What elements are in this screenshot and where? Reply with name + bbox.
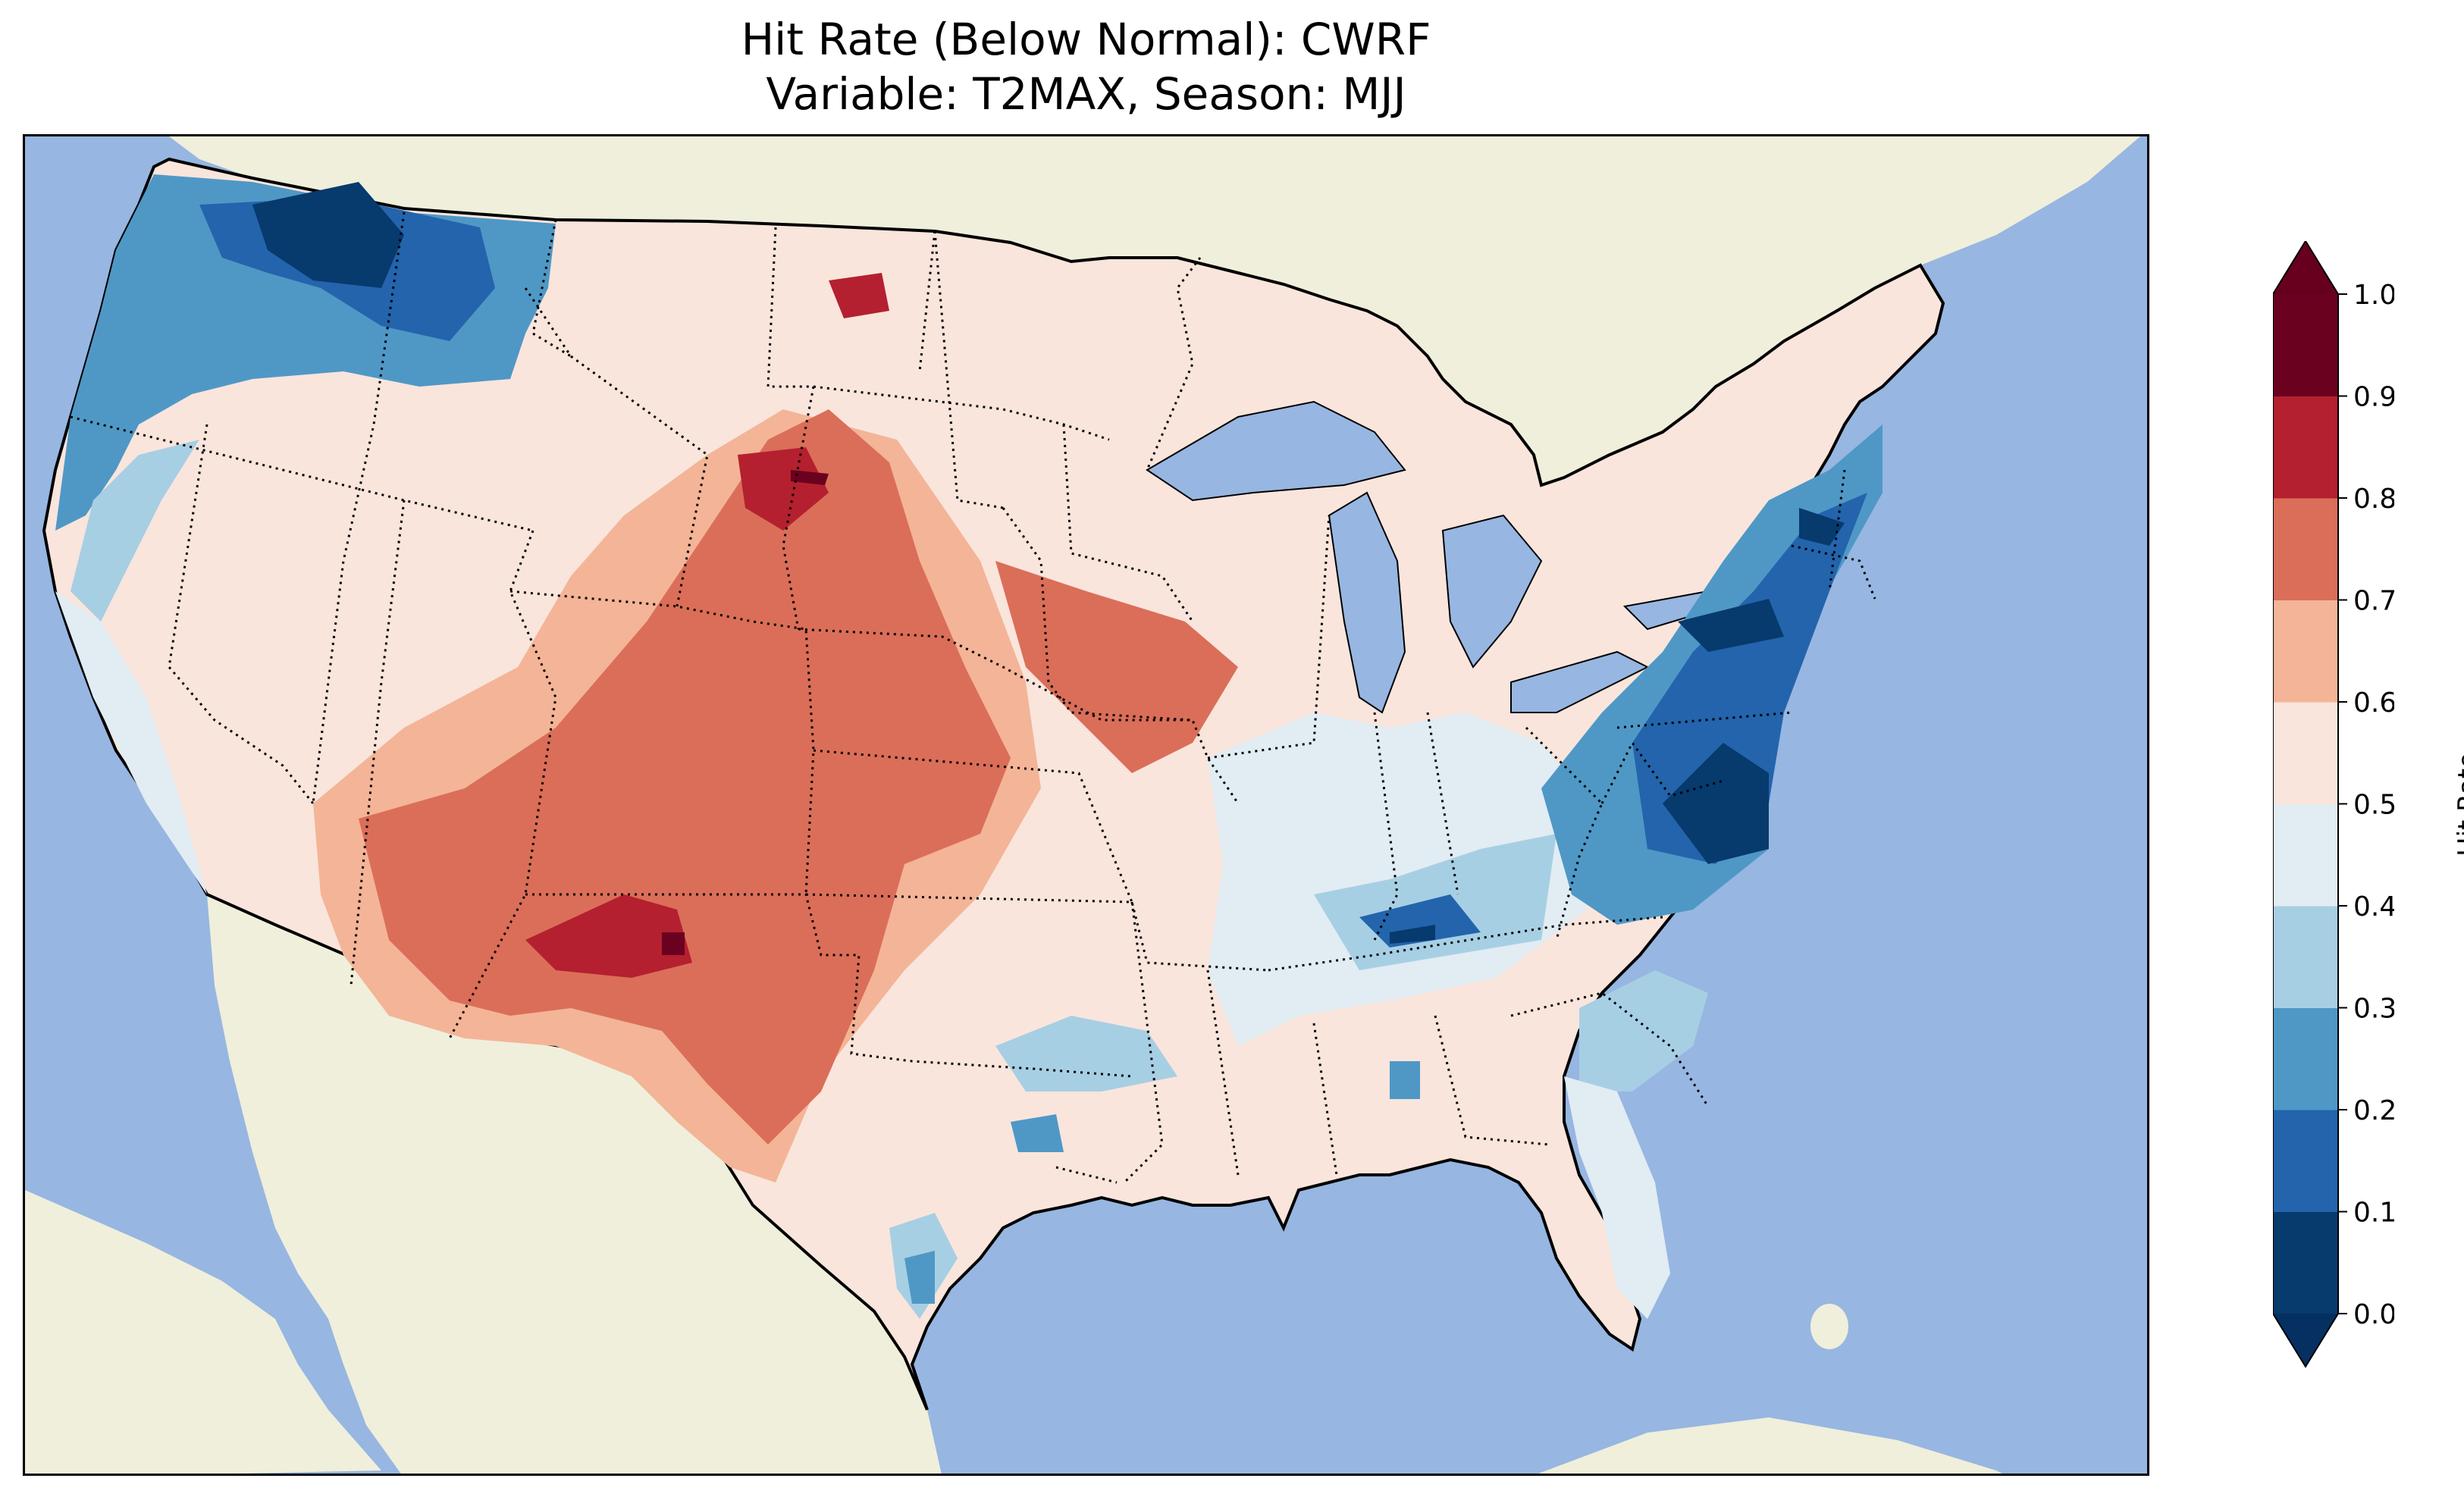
colorbar-tick-label: 0.4 [2353, 891, 2394, 922]
map-canvas [25, 136, 2147, 1474]
colorbar-tick-label: 0.1 [2353, 1198, 2394, 1229]
lake-huron [1441, 514, 1543, 669]
field-texas-0.2 [904, 1251, 935, 1304]
field-rockies-0.7 [359, 409, 1011, 1145]
colorbar-label: Hit Rate [2453, 752, 2464, 857]
field-oklahoma-0.2 [1011, 1114, 1064, 1152]
cuba-island [1538, 1417, 2002, 1474]
field-ny-0.0 [1678, 599, 1784, 652]
map-title-line-1: Hit Rate (Below Normal): CWRF [741, 14, 1431, 65]
colorbar-tick-label: 0.6 [2353, 687, 2394, 719]
mexico-mainland [207, 894, 942, 1474]
colorbar-tick-label: 0.3 [2353, 994, 2394, 1025]
field-alabama-0.2 [1390, 1061, 1420, 1099]
map-title-line-2: Variable: T2MAX, Season: MJJ [766, 68, 1406, 120]
colorbar-ticks: 0.0 0.1 0.2 0.3 0.4 0.5 0.6 0.7 0.8 0.9 1.0 [2338, 280, 2394, 1330]
colorbar-bin-0.8-0.9 [2273, 396, 2338, 499]
field-se-0.4 [1564, 1076, 1670, 1319]
lake-erie [1510, 650, 1650, 713]
field-wy-0.9 [791, 470, 829, 485]
state-borders [70, 211, 1876, 1184]
colorbar-extend-under [2273, 1314, 2338, 1367]
colorbar-bins [2273, 241, 2339, 1368]
colorbar-bin-0.6-0.7 [2273, 600, 2338, 703]
colorbar-tick-label: 0.5 [2353, 790, 2394, 821]
map-panel[interactable] [23, 134, 2149, 1476]
field-nd-0.8 [829, 273, 889, 318]
field-south-0.3 [995, 1016, 1177, 1092]
lake-michigan [1328, 491, 1406, 714]
colorbar-bin-0.7-0.8 [2273, 498, 2338, 600]
field-4corners-0.8 [525, 894, 692, 978]
field-west-0.4 [55, 591, 207, 894]
field-nw-0.0 [252, 182, 404, 288]
field-ohio-0.0 [1390, 925, 1435, 944]
lake-superior [1146, 400, 1406, 502]
field-se-0.3 [1579, 970, 1708, 1092]
field-ne-0.1 [1632, 493, 1867, 864]
field-ny-0.0b [1799, 508, 1845, 546]
field-nw-0.3 [71, 440, 199, 622]
field-plains-0.7 [995, 561, 1238, 773]
colorbar-tick-label: 0.9 [2353, 382, 2394, 413]
colorbar-bin-0.1-0.2 [2273, 1110, 2338, 1212]
colorbar-bin-0.0-0.1 [2273, 1211, 2338, 1314]
colorbar: 0.0 0.1 0.2 0.3 0.4 0.5 0.6 0.7 0.8 0.9 1.0 [2273, 241, 2394, 1368]
colorbar-bin-0.9-1.0 [2273, 294, 2338, 396]
field-rockies-0.8 [738, 447, 829, 531]
colorbar-bin-0.4-0.5 [2273, 803, 2338, 907]
colorbar-tick-label: 0.2 [2353, 1095, 2394, 1126]
field-4corners-0.9 [662, 932, 685, 955]
mexico-landmass [25, 1190, 381, 1474]
colorbar-tick-label: 0.7 [2353, 586, 2394, 617]
bahamas-island [1810, 1304, 1848, 1349]
colorbar-tick-label: 1.0 [2353, 280, 2394, 311]
hit-rate-field [55, 174, 1882, 1319]
colorbar-tick-label: 0.8 [2353, 484, 2394, 515]
field-ne-0.0 [1663, 743, 1769, 864]
colorbar-bin-0.5-0.6 [2273, 702, 2338, 804]
canada-landmass [169, 136, 2140, 485]
colorbar-bin-0.2-0.3 [2273, 1007, 2338, 1110]
colorbar-extend-over [2273, 241, 2338, 294]
colorbar-tick-label: 0.0 [2353, 1299, 2394, 1330]
colorbar-bin-0.3-0.4 [2273, 906, 2338, 1008]
